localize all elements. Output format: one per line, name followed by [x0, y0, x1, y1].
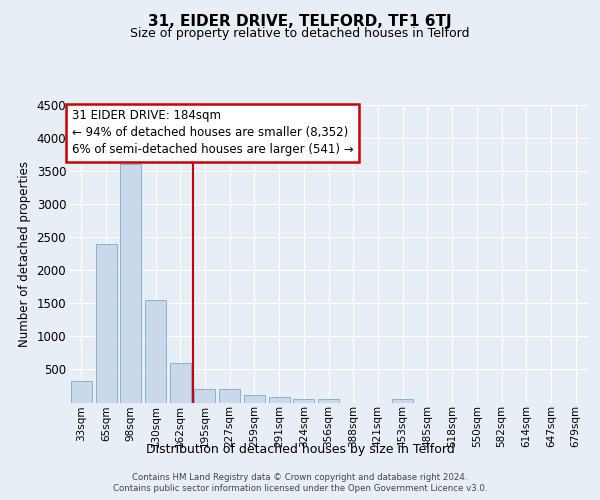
Bar [120, 164, 141, 402]
Text: Size of property relative to detached houses in Telford: Size of property relative to detached ho… [130, 28, 470, 40]
Bar [71, 380, 92, 402]
Text: Distribution of detached houses by size in Telford: Distribution of detached houses by size … [146, 442, 454, 456]
Bar [269, 397, 290, 402]
Bar [293, 399, 314, 402]
Bar [219, 390, 240, 402]
Bar [244, 395, 265, 402]
Bar [194, 390, 215, 402]
Text: Contains HM Land Registry data © Crown copyright and database right 2024.: Contains HM Land Registry data © Crown c… [132, 472, 468, 482]
Bar [170, 363, 191, 403]
Bar [95, 244, 116, 402]
Bar [392, 399, 413, 402]
Text: 31 EIDER DRIVE: 184sqm
← 94% of detached houses are smaller (8,352)
6% of semi-d: 31 EIDER DRIVE: 184sqm ← 94% of detached… [71, 110, 353, 156]
Y-axis label: Number of detached properties: Number of detached properties [18, 161, 31, 347]
Bar [318, 399, 339, 402]
Text: 31, EIDER DRIVE, TELFORD, TF1 6TJ: 31, EIDER DRIVE, TELFORD, TF1 6TJ [148, 14, 452, 29]
Text: Contains public sector information licensed under the Open Government Licence v3: Contains public sector information licen… [113, 484, 487, 493]
Bar [145, 300, 166, 402]
